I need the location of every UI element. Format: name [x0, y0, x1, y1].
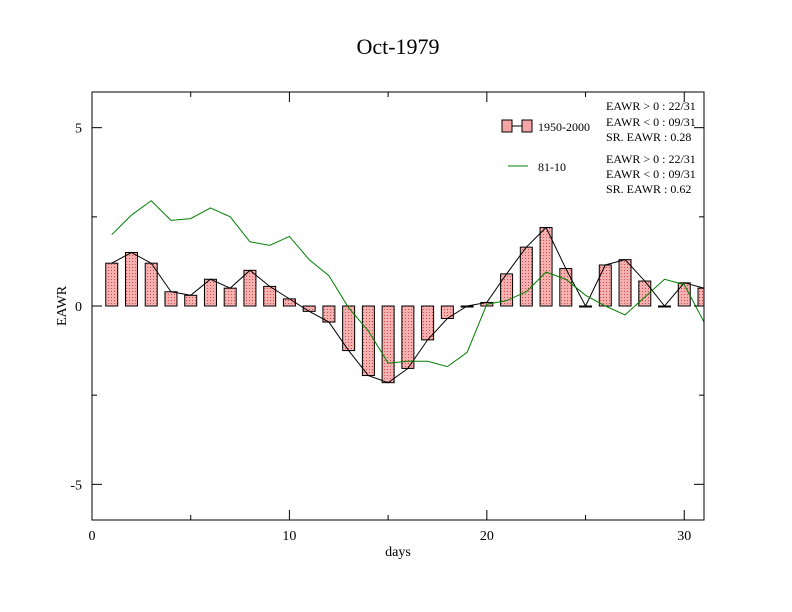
x-tick-label-10: 10: [282, 529, 296, 544]
bar-1950-2000-day-27: [618, 259, 632, 307]
stat-sr-81-10: SR. EAWR : 0.62: [606, 182, 691, 196]
legend-swatch-left-1950-2000: [501, 119, 513, 133]
bar-1950-2000-day-7: [223, 287, 237, 307]
line-81-10: [111, 200, 704, 368]
stat-lt-1950-2000: EAWR < 0 : 09/31: [606, 115, 696, 129]
bar-1950-2000-day-8: [243, 269, 257, 307]
bar-1950-2000-day-1: [105, 262, 119, 307]
bar-1950-2000-day-10: [282, 298, 296, 307]
bar-1950-2000-day-14: [361, 305, 375, 377]
bar-1950-2000-day-26: [598, 264, 612, 307]
bar-1950-2000-day-23: [539, 227, 553, 307]
x-tick-label-20: 20: [480, 529, 494, 544]
bar-1950-2000-day-18: [440, 305, 454, 319]
bar-1950-2000-day-2: [124, 252, 138, 307]
bar-1950-2000-day-15: [381, 305, 395, 384]
bar-1950-2000-day-24: [559, 268, 573, 307]
stat-lt-81-10: EAWR < 0 : 09/31: [606, 167, 696, 181]
y-axis-label: EAWR: [55, 285, 70, 326]
chart-title: Oct-1979: [356, 34, 439, 59]
bar-1950-2000-day-31: [697, 287, 704, 307]
legend-label-81-10: 81-10: [538, 160, 566, 174]
x-tick-label-30: 30: [677, 529, 691, 544]
legend-swatch-right-1950-2000: [521, 119, 533, 133]
x-axis-label: days: [385, 545, 411, 560]
bar-1950-2000-day-16: [401, 305, 415, 369]
bar-1950-2000-day-5: [184, 294, 198, 307]
y-tick-label-5: 5: [75, 122, 82, 137]
x-tick-label-0: 0: [89, 529, 96, 544]
stat-gt-1950-2000: EAWR > 0 : 22/31: [606, 99, 696, 113]
line-1950-2000: [111, 226, 704, 384]
stat-gt-81-10: EAWR > 0 : 22/31: [606, 152, 696, 166]
legend: 1950-2000 81-10 EAWR > 0 : 22/31 EAWR < …: [501, 99, 696, 196]
y-tick-label-0: 0: [75, 300, 82, 315]
bar-1950-2000-day-30: [677, 282, 691, 307]
bar-1950-2000-day-22: [519, 246, 533, 307]
y-tick-label--5: -5: [70, 478, 82, 493]
legend-label-1950-2000: 1950-2000: [538, 120, 590, 134]
bar-1950-2000-day-4: [164, 291, 178, 307]
stat-sr-1950-2000: SR. EAWR : 0.28: [606, 130, 691, 144]
